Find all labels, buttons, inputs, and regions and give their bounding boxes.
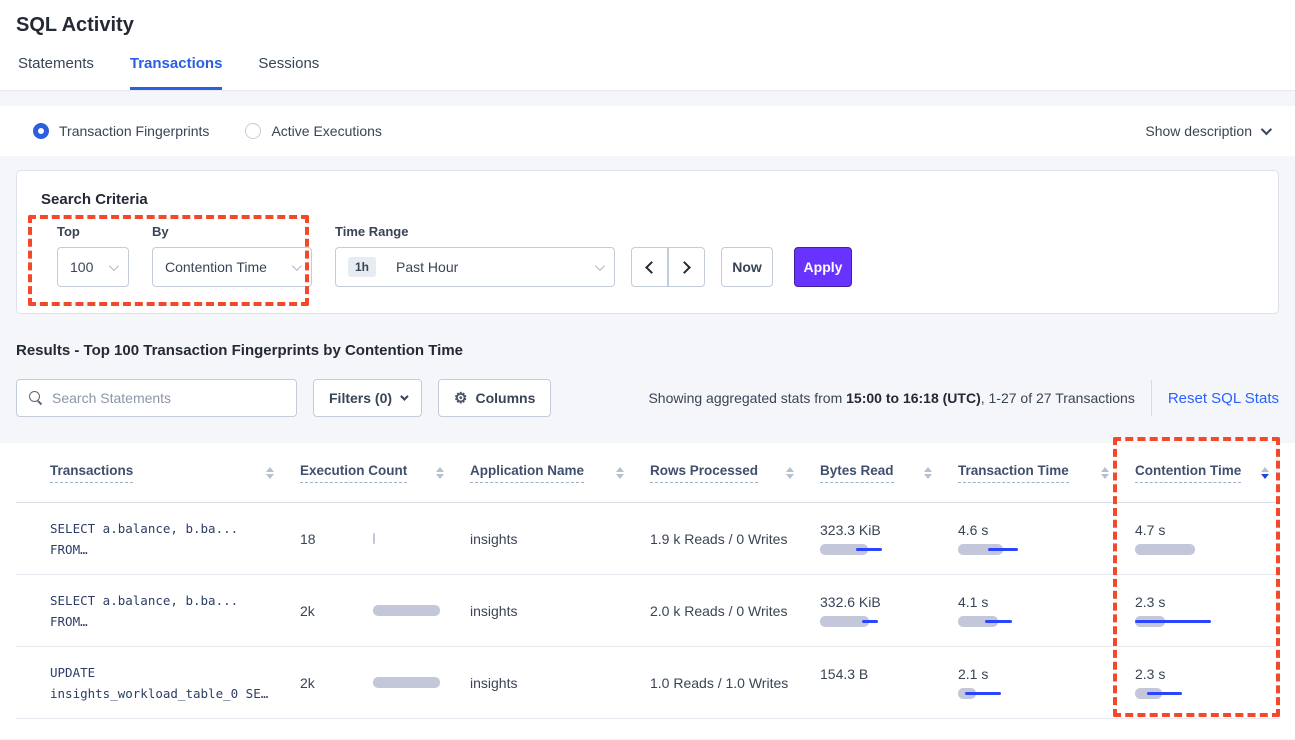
header-application-name[interactable]: Application Name (470, 463, 650, 483)
transactions-table: Transactions Execution Count Application… (0, 437, 1295, 739)
chevron-down-icon (400, 392, 409, 401)
execution-count-cell: 2k (300, 603, 470, 619)
transaction-query-link[interactable]: UPDATE insights_workload_table_0 SE… (50, 664, 269, 701)
transaction-time-cell: 4.6 s (958, 522, 1135, 555)
sort-icon-active-desc (1261, 466, 1269, 479)
top-label: Top (57, 224, 80, 239)
time-range-label: Time Range (335, 224, 409, 239)
search-icon (29, 391, 43, 405)
header-contention-time[interactable]: Contention Time (1135, 463, 1279, 483)
contention-time-cell: 2.3 s (1135, 666, 1279, 699)
reset-sql-stats-link[interactable]: Reset SQL Stats (1167, 389, 1279, 407)
chevron-down-icon (291, 260, 302, 271)
sort-icon (616, 466, 624, 479)
bytes-read-bar (820, 544, 912, 555)
columns-button[interactable]: ⚙ Columns (438, 379, 552, 417)
chevron-down-icon (1260, 123, 1273, 136)
header-bytes-read[interactable]: Bytes Read (820, 463, 958, 483)
application-name-cell: insights (470, 602, 518, 619)
execution-count-bar (373, 677, 443, 688)
application-name-cell: insights (470, 530, 518, 547)
top-select[interactable]: 100 (57, 247, 129, 287)
results-heading: Results - Top 100 Transaction Fingerprin… (16, 342, 464, 359)
search-criteria-card: Search Criteria Top 100 By Contention Ti… (16, 170, 1279, 314)
transaction-time-bar (958, 688, 1050, 699)
header-transactions[interactable]: Transactions (50, 463, 300, 483)
bytes-read-bar (820, 616, 912, 627)
table-row[interactable]: SELECT a.balance, b.ba... FROM… 2k insig… (16, 575, 1279, 647)
tab-transactions[interactable]: Transactions (129, 55, 223, 90)
search-statements-input[interactable] (52, 390, 284, 406)
next-time-button[interactable] (668, 247, 705, 287)
bytes-read-cell: 323.3 KiB (820, 522, 958, 555)
rows-processed-cell: 1.9 k Reads / 0 Writes (650, 530, 788, 547)
sort-icon (1101, 466, 1109, 479)
bytes-read-cell: 332.6 KiB (820, 594, 958, 627)
aggregated-stats-text: Showing aggregated stats from 15:00 to 1… (648, 390, 1135, 406)
transaction-time-bar (958, 616, 1050, 627)
view-toggle-bar: Transaction Fingerprints Active Executio… (0, 106, 1295, 156)
contention-time-bar (1135, 544, 1227, 555)
apply-button[interactable]: Apply (794, 247, 852, 287)
execution-count-cell: 18 (300, 531, 470, 547)
divider (1150, 380, 1152, 416)
sort-icon (786, 466, 794, 479)
filters-button[interactable]: Filters (0) (313, 379, 423, 417)
radio-selected-icon (33, 123, 49, 139)
results-toolbar: Filters (0) ⚙ Columns Showing aggregated… (16, 379, 1279, 417)
table-header-row: Transactions Execution Count Application… (16, 443, 1279, 503)
transaction-time-cell: 2.1 s (958, 666, 1135, 699)
transaction-query-link[interactable]: SELECT a.balance, b.ba... FROM… (50, 520, 239, 557)
search-criteria-form: Top 100 By Contention Time Time Range 1h… (41, 224, 1254, 287)
chevron-left-icon (645, 260, 658, 274)
radio-active-executions[interactable]: Active Executions (245, 123, 382, 139)
contention-time-bar (1135, 616, 1227, 627)
page-title: SQL Activity (16, 14, 134, 36)
show-description-toggle[interactable]: Show description (1145, 123, 1273, 139)
transaction-time-bar (958, 544, 1050, 555)
transaction-time-cell: 4.1 s (958, 594, 1135, 627)
execution-count-cell: 2k (300, 675, 470, 691)
radio-unselected-icon (245, 123, 262, 139)
by-label: By (152, 224, 169, 239)
previous-time-button[interactable] (631, 247, 668, 287)
transaction-query-link[interactable]: SELECT a.balance, b.ba... FROM… (50, 592, 239, 629)
rows-processed-cell: 2.0 k Reads / 0 Writes (650, 602, 788, 619)
chevron-down-icon (594, 260, 605, 271)
rows-processed-cell: 1.0 Reads / 1.0 Writes (650, 674, 789, 691)
header-execution-count[interactable]: Execution Count (300, 463, 470, 483)
application-name-cell: insights (470, 674, 518, 691)
gear-icon: ⚙ (454, 389, 468, 407)
table-row[interactable]: UPDATE insights_workload_table_0 SE… 2k … (16, 647, 1279, 719)
page-header: SQL Activity Statements Transactions Ses… (0, 0, 1295, 91)
sort-icon (924, 466, 932, 479)
radio-transaction-fingerprints[interactable]: Transaction Fingerprints (33, 123, 209, 139)
header-rows-processed[interactable]: Rows Processed (650, 463, 820, 483)
contention-time-cell: 4.7 s (1135, 522, 1279, 555)
time-range-select[interactable]: 1h Past Hour (335, 247, 615, 287)
search-criteria-heading: Search Criteria (41, 191, 148, 208)
time-window-badge: 1h (348, 257, 377, 277)
bytes-read-cell: 154.3 B (820, 666, 869, 682)
table-row[interactable]: SELECT a.balance, b.ba... FROM… 18 insig… (16, 503, 1279, 575)
execution-count-bar (373, 533, 443, 544)
tab-statements[interactable]: Statements (18, 55, 94, 72)
chevron-down-icon (108, 260, 119, 271)
tab-sessions[interactable]: Sessions (258, 55, 320, 72)
by-select[interactable]: Contention Time (152, 247, 312, 287)
time-nav-buttons (631, 247, 705, 287)
header-transaction-time[interactable]: Transaction Time (958, 463, 1135, 483)
chevron-right-icon (678, 260, 691, 274)
sort-icon (266, 466, 274, 479)
now-button[interactable]: Now (721, 247, 773, 287)
execution-count-bar (373, 605, 443, 616)
sort-icon (436, 466, 444, 479)
search-statements-box (16, 379, 297, 417)
contention-time-cell: 2.3 s (1135, 594, 1279, 627)
contention-time-bar (1135, 688, 1227, 699)
tab-bar: Statements Transactions Sessions (16, 55, 1279, 90)
